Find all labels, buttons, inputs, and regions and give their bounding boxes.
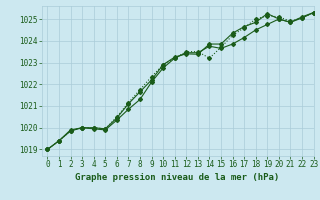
X-axis label: Graphe pression niveau de la mer (hPa): Graphe pression niveau de la mer (hPa) bbox=[76, 173, 280, 182]
